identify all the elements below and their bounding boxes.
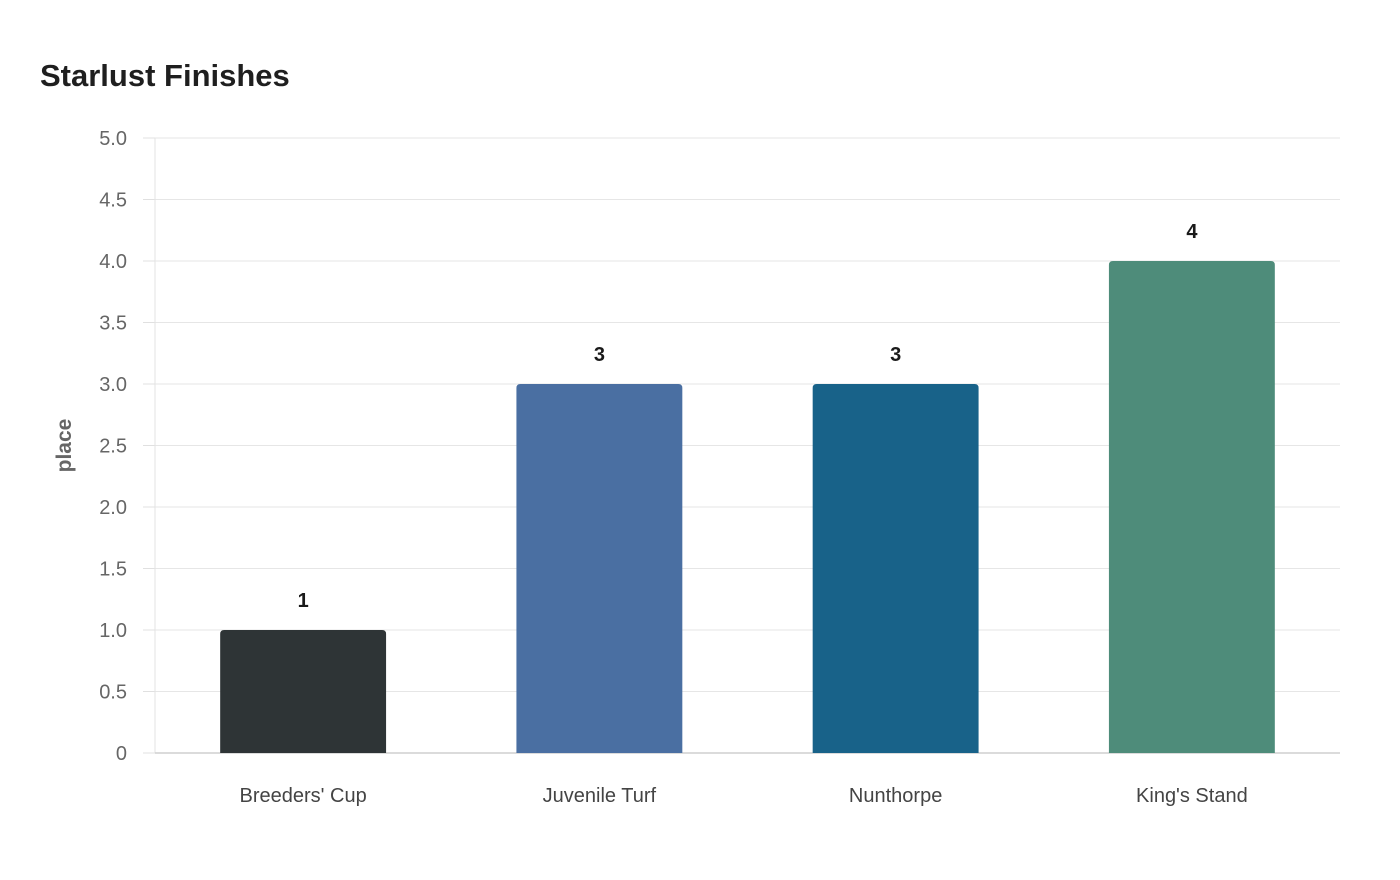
axes: 0 0.5 1.0 1.5 2.0 2.5 3.0 3.5 4.0 4.5 5.0 place	[53, 128, 1340, 765]
chart-title: Starlust Finishes	[40, 58, 290, 93]
y-tick-label: 3.5	[99, 313, 127, 335]
data-label: 3	[594, 344, 605, 366]
bar	[220, 630, 387, 753]
y-tick-label: 4.5	[99, 190, 127, 212]
x-tick-label: Juvenile Turf	[543, 785, 657, 807]
y-tick-label: 4.0	[99, 251, 127, 273]
x-tick-label: King's Stand	[1136, 785, 1248, 807]
y-tick-label: 5.0	[99, 128, 127, 150]
y-tick-label: 2.0	[99, 497, 127, 519]
y-tick-label: 2.5	[99, 436, 127, 458]
x-tick-label: Breeders' Cup	[240, 785, 367, 807]
data-label: 3	[890, 344, 901, 366]
y-tick-label: 3.0	[99, 374, 127, 396]
data-label: 1	[298, 590, 309, 612]
bar	[812, 384, 979, 753]
bar	[1108, 261, 1275, 753]
y-tick-label: 0	[116, 743, 127, 765]
y-tick-label: 1.0	[99, 620, 127, 642]
bar	[516, 384, 683, 753]
y-tick-label: 1.5	[99, 559, 127, 581]
y-tick-label: 0.5	[99, 682, 127, 704]
labels: 1 Breeders' Cup 3 Juvenile Turf 3 Nunthorpe 4 K…	[240, 221, 1248, 807]
y-axis-title: place	[53, 419, 76, 473]
data-label: 4	[1186, 221, 1198, 243]
bars	[220, 261, 1275, 753]
x-tick-label: Nunthorpe	[849, 785, 942, 807]
